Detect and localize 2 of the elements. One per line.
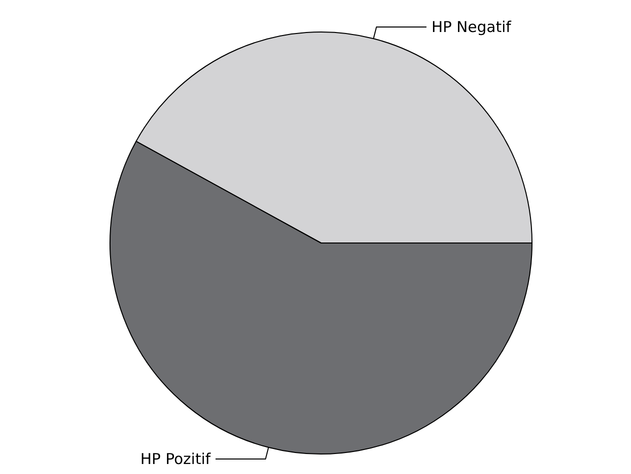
slice-label: HP Negatif (431, 18, 512, 36)
slice-label: HP Pozitif (140, 450, 212, 468)
